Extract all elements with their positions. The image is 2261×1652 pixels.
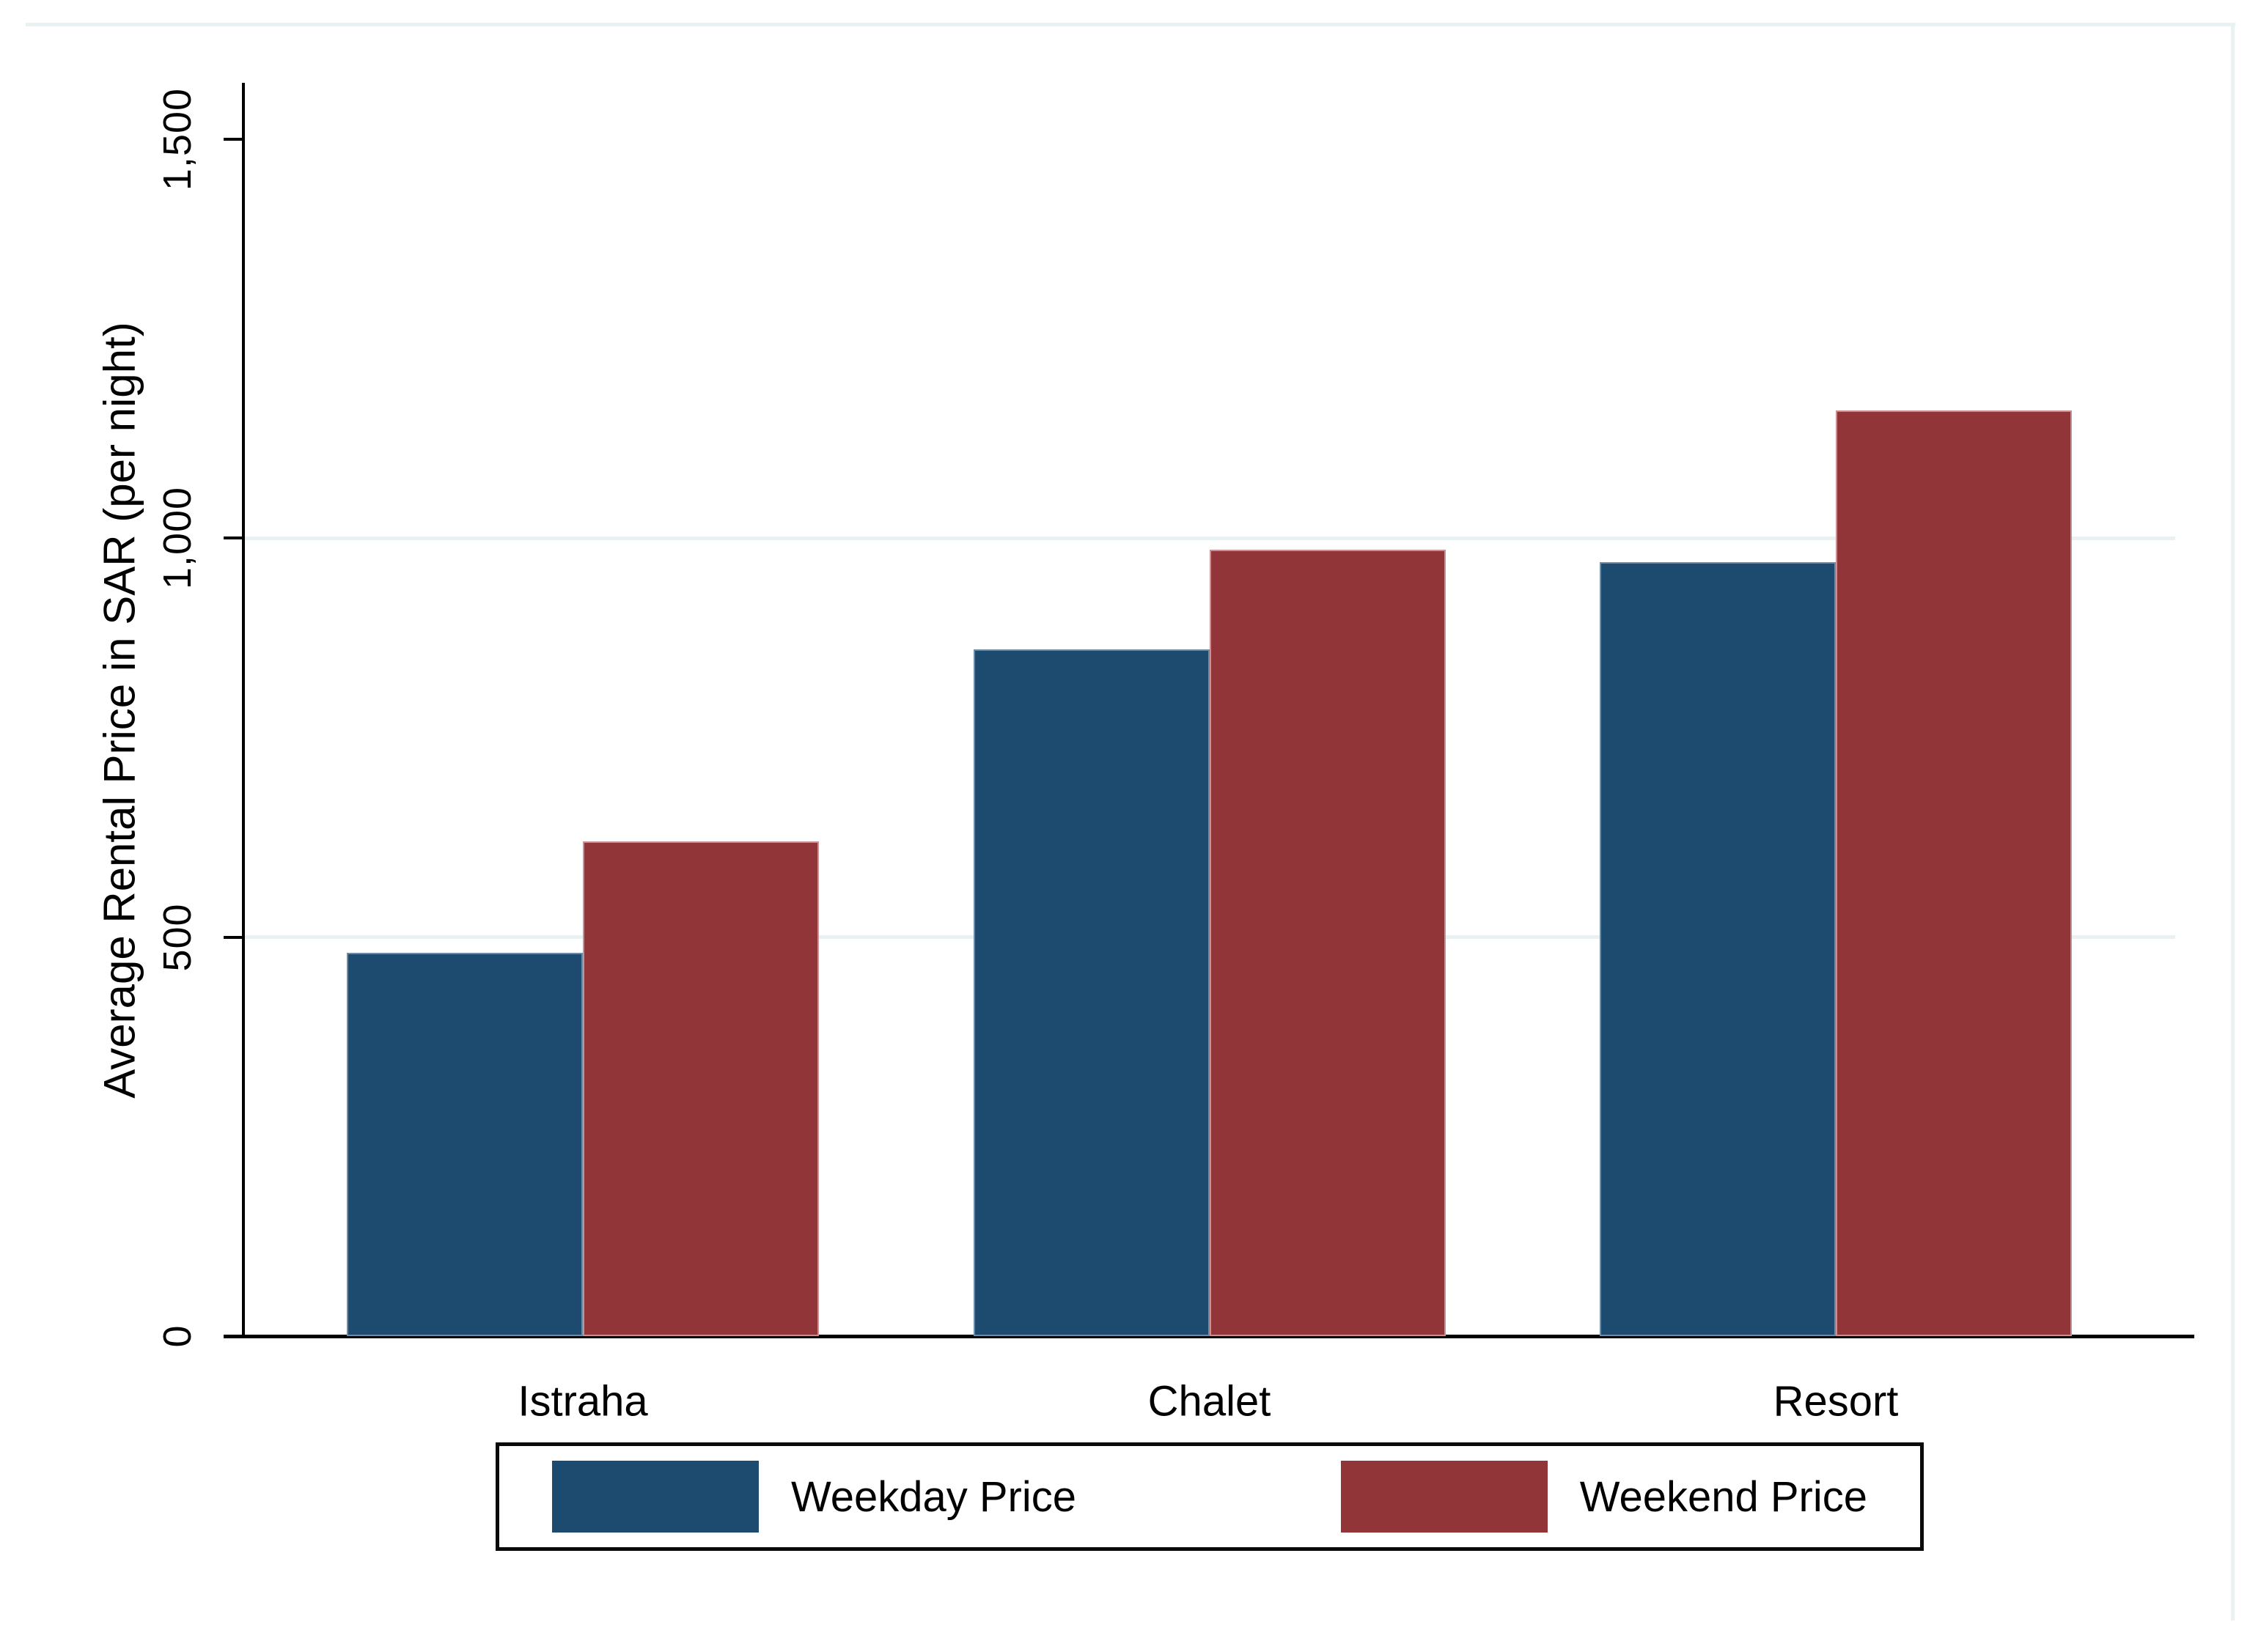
bar-istraha-weekday [347, 953, 583, 1336]
legend: Weekday Price Weekend Price [496, 1442, 1924, 1551]
legend-entry-weekday: Weekday Price [552, 1461, 1076, 1533]
y-tick-label-1,500: 1,500 [155, 87, 199, 191]
gridline-1000 [245, 536, 2175, 540]
legend-swatch-weekday [552, 1461, 759, 1533]
graph-edge-top [26, 23, 2235, 26]
legend-label-weekend: Weekend Price [1579, 1472, 1867, 1521]
bar-resort-weekday [1600, 562, 1836, 1336]
category-label-resort: Resort [1773, 1377, 1899, 1426]
graph-edge-right [2231, 23, 2235, 1620]
y-tick-500 [224, 935, 243, 939]
bar-resort-weekend [1836, 410, 2072, 1336]
y-tick-1,500 [224, 137, 243, 141]
y-tick-1,000 [224, 536, 243, 539]
x-axis-line [224, 1335, 2194, 1338]
y-tick-label-1,000: 1,000 [155, 486, 199, 590]
y-tick-label-0: 0 [155, 1324, 199, 1348]
y-tick-0 [224, 1335, 243, 1338]
bar-chalet-weekend [1209, 550, 1446, 1336]
legend-entry-weekend: Weekend Price [1340, 1461, 1867, 1533]
category-label-chalet: Chalet [1147, 1377, 1271, 1426]
y-axis-title: Average Rental Price in SAR (per night) [95, 322, 144, 1099]
bar-chalet-weekday [973, 649, 1210, 1336]
legend-swatch-weekend [1340, 1461, 1548, 1533]
category-label-istraha: Istraha [518, 1377, 648, 1426]
bar-istraha-weekend [583, 841, 819, 1336]
legend-label-weekday: Weekday Price [791, 1472, 1076, 1521]
y-axis-line [242, 83, 245, 1338]
y-tick-label-500: 500 [155, 902, 199, 972]
